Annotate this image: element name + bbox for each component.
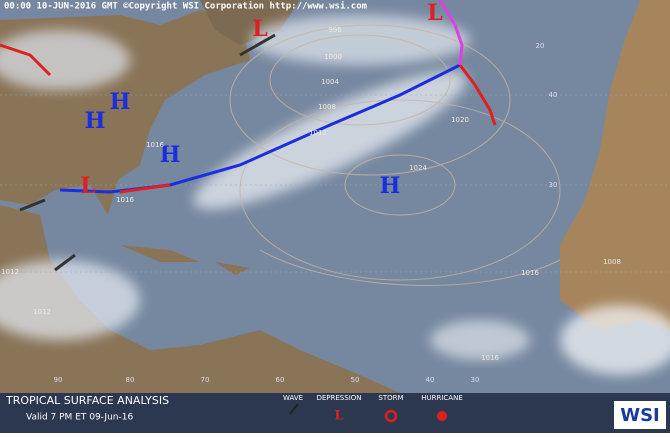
isobar-label: 1016 xyxy=(481,354,499,362)
isobar-label: 1020 xyxy=(451,116,469,124)
header: 00:00 10-JUN-2016 GMT ©Copyright WSI Cor… xyxy=(4,1,368,12)
pressure-center: H xyxy=(380,173,401,199)
cloud xyxy=(560,305,670,375)
isobar-label: 1016 xyxy=(116,196,134,204)
logo-box xyxy=(614,401,666,429)
isobar-label: 1012 xyxy=(33,308,51,316)
isobar xyxy=(259,249,561,286)
grid-label: 40 xyxy=(426,376,435,384)
clouds xyxy=(0,15,670,375)
legend-label: WAVE xyxy=(283,394,303,402)
pressure-center: L xyxy=(427,0,442,26)
graticule xyxy=(0,94,670,273)
grid-label: 90 xyxy=(54,376,63,384)
cloud xyxy=(250,15,470,65)
pressure-center: L xyxy=(80,173,95,199)
pressure-center: H xyxy=(110,89,131,115)
legend-label: STORM xyxy=(378,394,403,402)
legend-label: DEPRESSION xyxy=(316,394,361,402)
depression-symbol: L xyxy=(334,409,343,424)
isobar-label: 1000 xyxy=(324,53,342,61)
pressure-center: H xyxy=(160,142,181,168)
isobar-label: 1024 xyxy=(409,164,427,172)
africa xyxy=(560,0,670,330)
isobar xyxy=(269,34,451,126)
storm-symbol xyxy=(384,409,398,423)
grid-label: 30 xyxy=(471,376,480,384)
pressure-center: H xyxy=(85,108,106,134)
hurricane-symbol xyxy=(437,411,447,421)
warm-front xyxy=(119,183,171,194)
wave-symbol xyxy=(289,403,299,415)
isobar-label: 1012 xyxy=(309,129,327,137)
grid-label: 20 xyxy=(536,42,545,50)
isobar xyxy=(229,24,511,176)
grid-label: 70 xyxy=(201,376,210,384)
cloud xyxy=(193,71,467,209)
warm-front xyxy=(458,64,497,126)
footer xyxy=(0,393,670,433)
grid-label: 80 xyxy=(126,376,135,384)
cloud xyxy=(0,260,140,340)
isobar-label: 1008 xyxy=(318,103,336,111)
labels: HHHHLLL996100010041008101210161016102010… xyxy=(1,0,621,384)
legend-label: HURRICANE xyxy=(421,394,463,402)
grid-label: 40 xyxy=(549,91,558,99)
isobar-label: 1012 xyxy=(1,268,19,276)
isobar-label: 1016 xyxy=(146,141,164,149)
trough xyxy=(239,33,276,57)
footer-title: TROPICAL SURFACE ANALYSIS xyxy=(5,394,169,407)
trough xyxy=(19,198,46,212)
isobar xyxy=(239,99,561,281)
isobar-label: 1008 xyxy=(603,258,621,266)
isobar-label: 1004 xyxy=(321,78,339,86)
grid-label: 50 xyxy=(351,376,360,384)
isobar-label: 996 xyxy=(328,26,342,34)
warm-front xyxy=(0,43,52,77)
cloud xyxy=(0,30,130,90)
central-south-america xyxy=(0,205,400,393)
isobar-label: 1016 xyxy=(521,269,539,277)
caribbean xyxy=(120,245,250,275)
occluded-front xyxy=(438,0,464,66)
trough xyxy=(54,253,76,272)
grid-label: 30 xyxy=(549,181,558,189)
logo: WSI xyxy=(620,405,660,426)
footer-valid: Valid 7 PM ET 09-Jun-16 xyxy=(26,413,133,423)
canada xyxy=(200,0,300,45)
cold-front xyxy=(59,63,461,194)
grid-label: 60 xyxy=(276,376,285,384)
pressure-center: L xyxy=(252,16,267,42)
cloud xyxy=(430,320,530,360)
